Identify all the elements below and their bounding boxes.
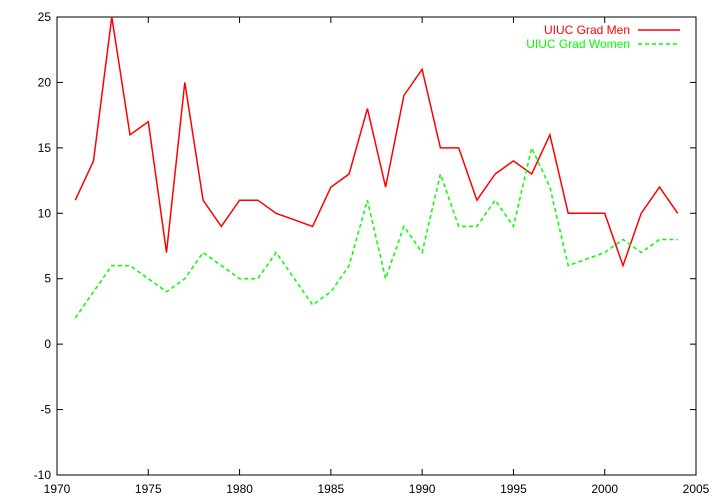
y-tick-label: -5	[40, 403, 51, 417]
x-tick-label: 1985	[318, 482, 345, 496]
x-tick-label: 1975	[135, 482, 162, 496]
series-line-men	[74, 16, 679, 268]
series-lines	[74, 16, 679, 319]
series-line-women	[74, 145, 678, 319]
x-tick-label: 2005	[683, 482, 710, 496]
legend-label-women: UIUC Grad Women	[526, 37, 630, 51]
x-tick-label: 1980	[226, 482, 253, 496]
y-tick-label: 25	[38, 10, 52, 24]
legend-label-men: UIUC Grad Men	[544, 23, 630, 37]
x-tick-label: 1995	[500, 482, 527, 496]
y-tick-label: 0	[44, 337, 51, 351]
x-tick-label: 2000	[591, 482, 618, 496]
y-tick-label: 10	[38, 206, 52, 220]
y-tick-label: 5	[44, 272, 51, 286]
plot-frame	[56, 16, 697, 476]
axis-ticks: 1970 1975 1980 1985 1990 1995 2000 2005 -10 -5 0 5 1…	[34, 10, 710, 496]
y-tick-label: 20	[38, 75, 52, 89]
x-tick-label: 1970	[44, 482, 71, 496]
y-tick-label: -10	[34, 468, 52, 482]
y-tick-label: 15	[38, 141, 52, 155]
x-tick-label: 1990	[409, 482, 436, 496]
